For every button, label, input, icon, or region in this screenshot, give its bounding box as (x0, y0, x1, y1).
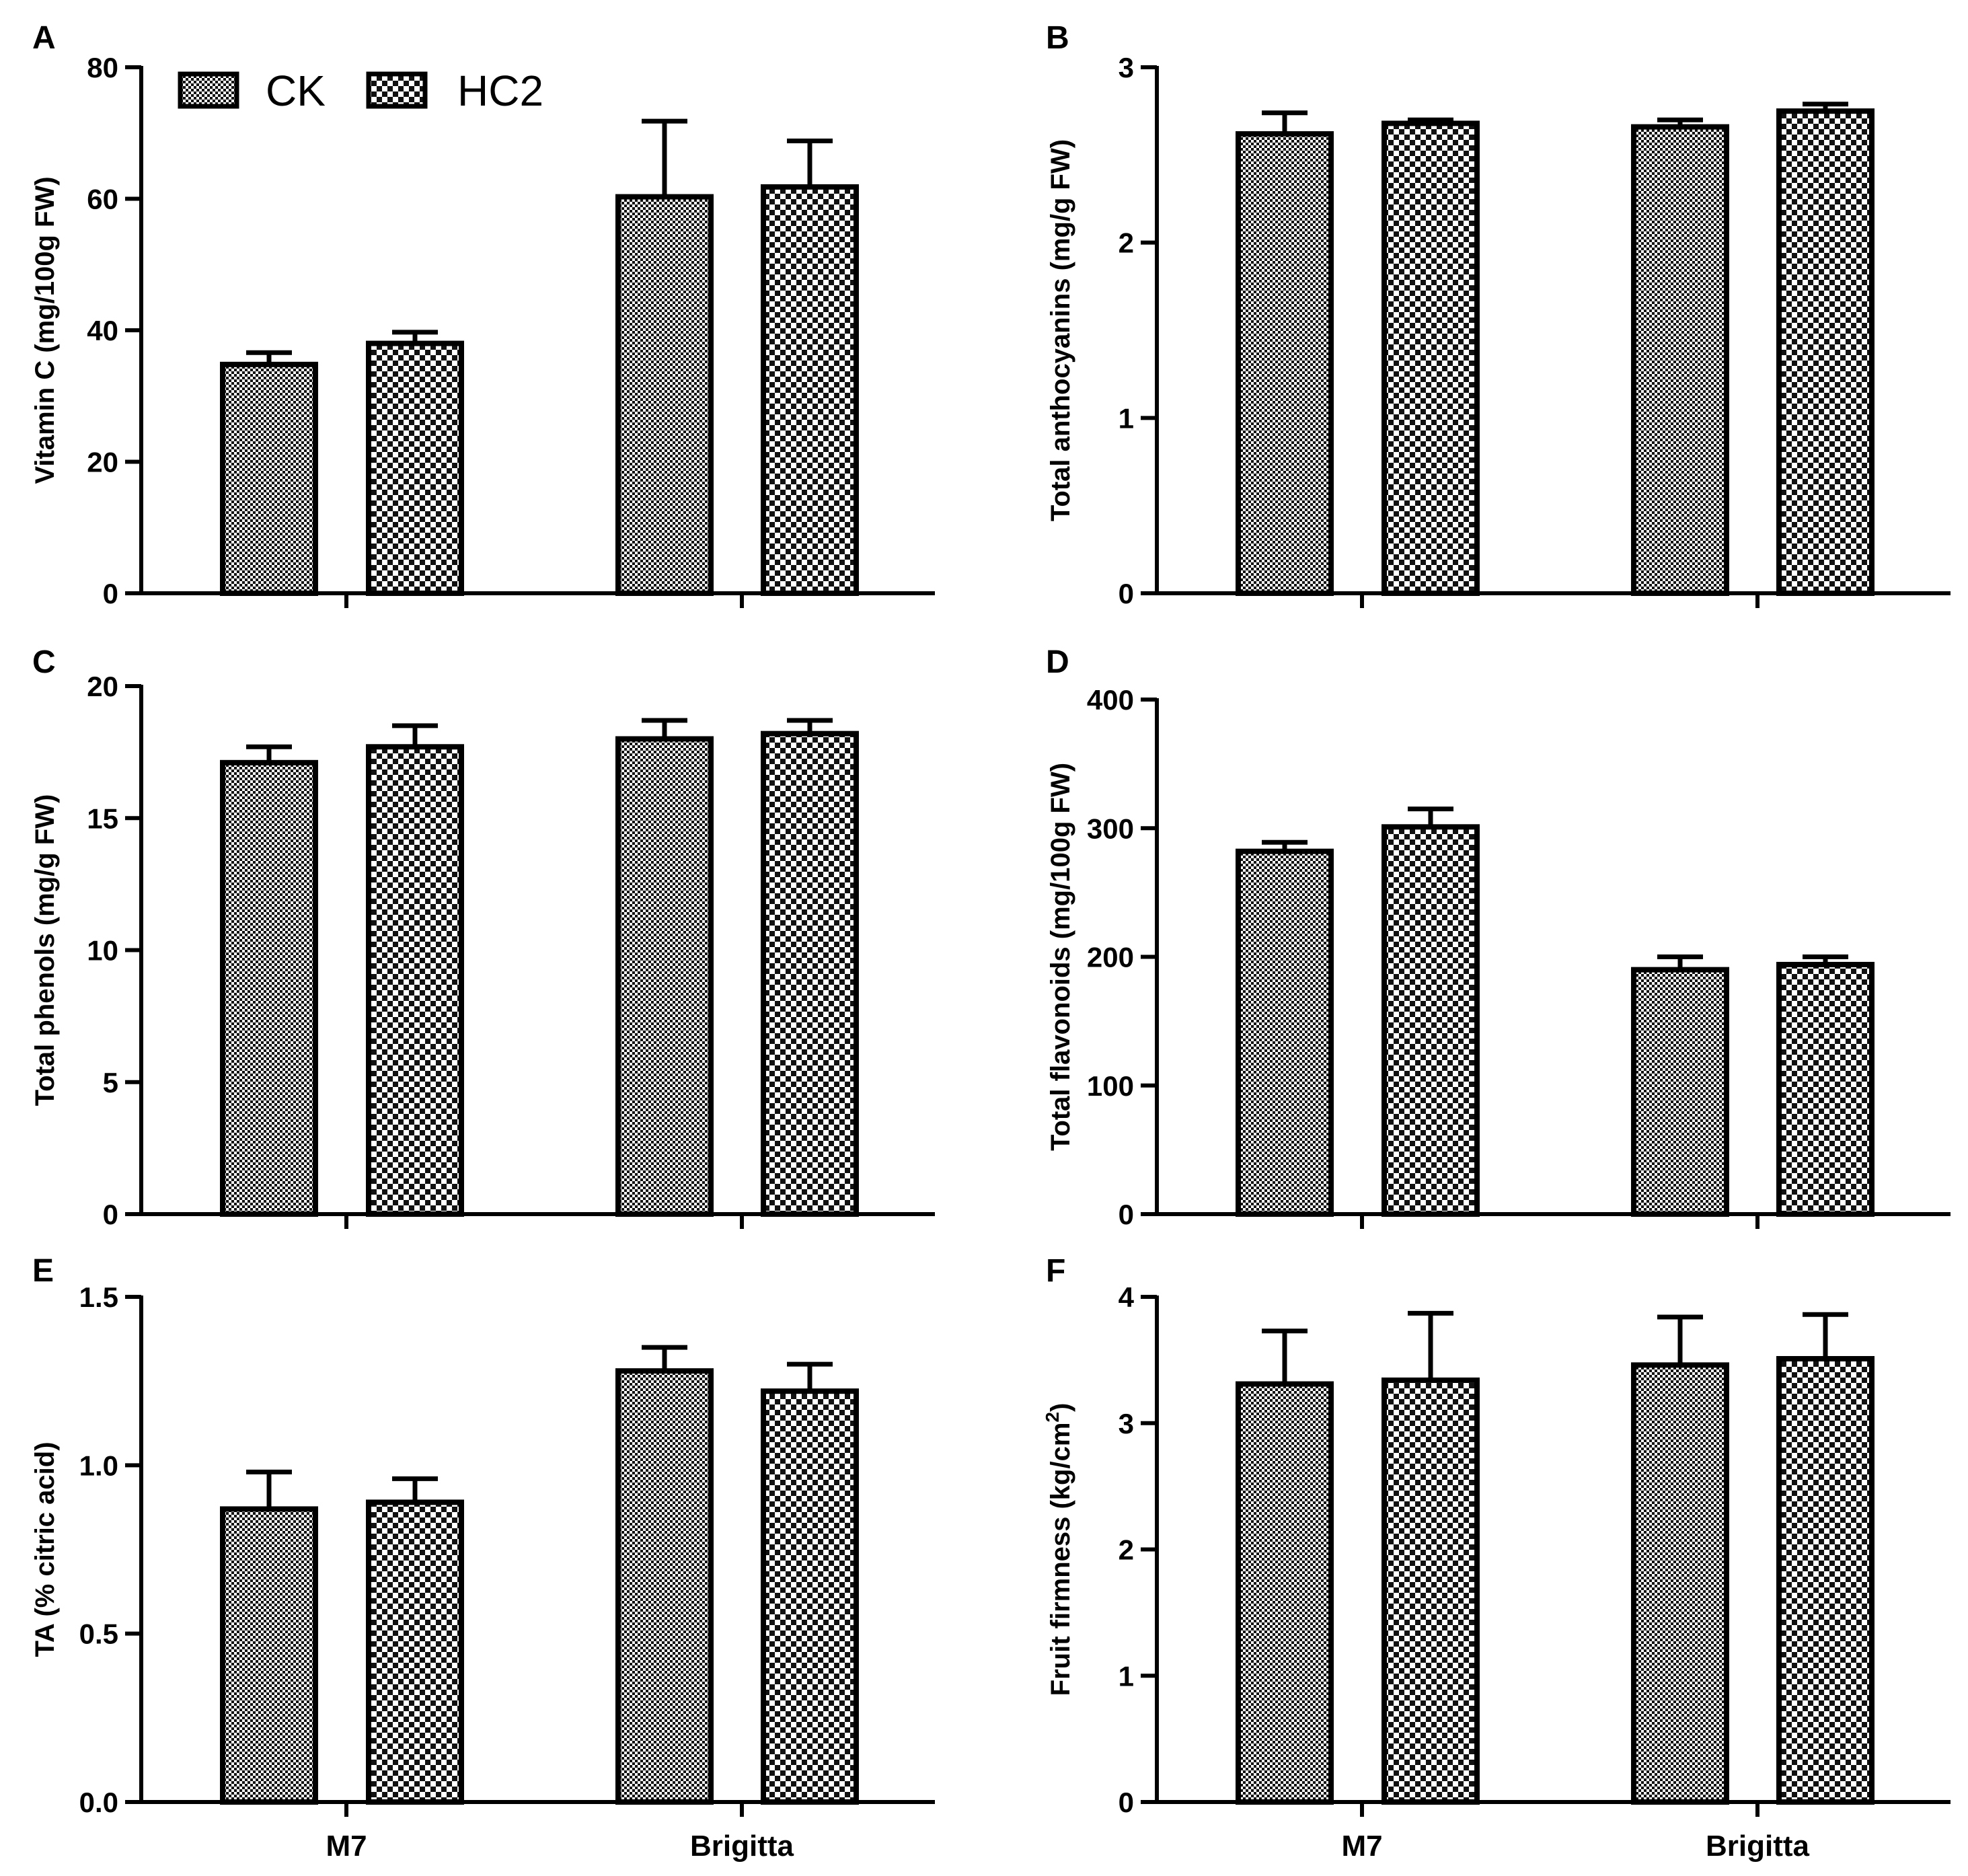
bar-ck-m7 (220, 1506, 318, 1805)
y-tick-label: 300 (1087, 813, 1134, 844)
x-tick-label: M7 (326, 1830, 367, 1863)
y-tick-label: 0.5 (79, 1618, 118, 1650)
legend-label-hc2: HC2 (457, 67, 543, 115)
bar-hc2-m7 (366, 1499, 464, 1805)
y-tick-label: 1 (1119, 1660, 1134, 1692)
y-tick-label: 3 (1119, 52, 1134, 83)
y-tick-label: 10 (87, 935, 118, 967)
bar-hc2-m7 (366, 340, 464, 596)
bar-hc2-m7 (1382, 120, 1480, 596)
panel-letter: A (32, 20, 56, 56)
legend: CK HC2 (178, 67, 543, 115)
y-axis-label: Total phenols (mg/g FW) (30, 794, 60, 1106)
y-tick-label: 5 (103, 1067, 118, 1098)
y-tick-label: 0 (103, 1199, 118, 1230)
y-tick-label: 0 (1119, 578, 1134, 609)
y-tick-label: 0 (1119, 1199, 1134, 1230)
bar-hc2-brigitta (1776, 1355, 1875, 1805)
y-tick-label: 4 (1119, 1281, 1135, 1313)
panel-e: E 0.0 0.5 1.0 1.5 M7 Brigitta TA (% citric acid… (30, 1253, 935, 1863)
bar-hc2-brigitta (1776, 961, 1875, 1217)
bar-hc2-m7 (366, 744, 464, 1217)
panel-letter: E (32, 1253, 54, 1289)
panel-b: B 0 1 2 3 Total anthocyanins (mg/g FW) (1046, 20, 1951, 609)
bar-ck-m7 (1236, 848, 1334, 1217)
y-tick-label: 1 (1119, 402, 1134, 434)
y-tick-label: 40 (87, 315, 118, 346)
bar-ck-m7 (1236, 131, 1334, 596)
y-tick-label: 60 (87, 184, 118, 215)
y-tick-label: 2 (1119, 1534, 1134, 1566)
y-axis-label: Total flavonoids (mg/100g FW) (1046, 763, 1075, 1151)
y-tick-label: 1.5 (79, 1281, 118, 1313)
bar-hc2-brigitta (1776, 108, 1875, 596)
y-tick-label: 1.0 (79, 1450, 118, 1481)
y-tick-label: 100 (1087, 1070, 1134, 1102)
y-tick-label: 15 (87, 802, 118, 834)
x-tick-label: Brigitta (690, 1830, 794, 1863)
panel-letter: B (1046, 20, 1069, 56)
bar-ck-m7 (1236, 1381, 1334, 1805)
bar-ck-brigitta (1631, 967, 1729, 1217)
y-tick-label: 0 (103, 578, 118, 609)
panel-letter: D (1046, 644, 1069, 680)
x-tick-label: Brigitta (1706, 1830, 1810, 1863)
bar-hc2-brigitta (761, 184, 859, 596)
legend-label-ck: CK (266, 67, 326, 115)
y-axis-label: Vitamin C (mg/100g FW) (30, 176, 60, 484)
y-tick-label: 200 (1087, 942, 1134, 973)
y-tick-label: 20 (87, 447, 118, 478)
bar-ck-brigitta (615, 736, 714, 1217)
y-axis-label: Fruit firmness (kg/cm2) (1042, 1403, 1075, 1696)
bar-hc2-m7 (1382, 1377, 1480, 1805)
bar-hc2-brigitta (761, 1388, 859, 1805)
y-axis-label: Total anthocyanins (mg/g FW) (1046, 139, 1075, 521)
y-tick-label: 2 (1119, 227, 1134, 259)
legend-swatch-ck (178, 71, 239, 109)
y-tick-label: 20 (87, 671, 118, 702)
bar-ck-m7 (220, 361, 318, 597)
y-axis-label: TA (% citric acid) (30, 1441, 60, 1657)
panel-f: F 0 1 2 3 4 M7 Brigitta Fruit firmness (kg/cm2) (1042, 1253, 1951, 1863)
y-tick-label: 80 (87, 52, 118, 83)
y-tick-label: 400 (1087, 684, 1134, 716)
legend-swatch-hc2 (366, 71, 428, 109)
bar-ck-brigitta (1631, 1362, 1729, 1805)
panel-letter: F (1046, 1253, 1065, 1289)
y-tick-label: 3 (1119, 1408, 1134, 1439)
bar-ck-brigitta (615, 194, 714, 596)
panel-letter: C (32, 644, 56, 680)
y-tick-label: 0 (1119, 1787, 1134, 1818)
x-tick-label: M7 (1341, 1830, 1382, 1863)
panel-a: A 0 20 40 60 80 Vitamin C (mg/100g FW) CK HC2 (30, 20, 935, 609)
panel-c: C 0 5 10 15 20 Total phenols (mg/g FW) (30, 644, 935, 1230)
bar-hc2-brigitta (761, 730, 859, 1217)
bar-ck-brigitta (615, 1368, 714, 1805)
bar-hc2-m7 (1382, 824, 1480, 1217)
bar-ck-m7 (220, 759, 318, 1217)
panel-d: D 0 100 200 300 400 Total flavonoids (mg/100g … (1046, 644, 1951, 1230)
bar-ck-brigitta (1631, 124, 1729, 597)
y-tick-label: 0.0 (79, 1787, 118, 1818)
